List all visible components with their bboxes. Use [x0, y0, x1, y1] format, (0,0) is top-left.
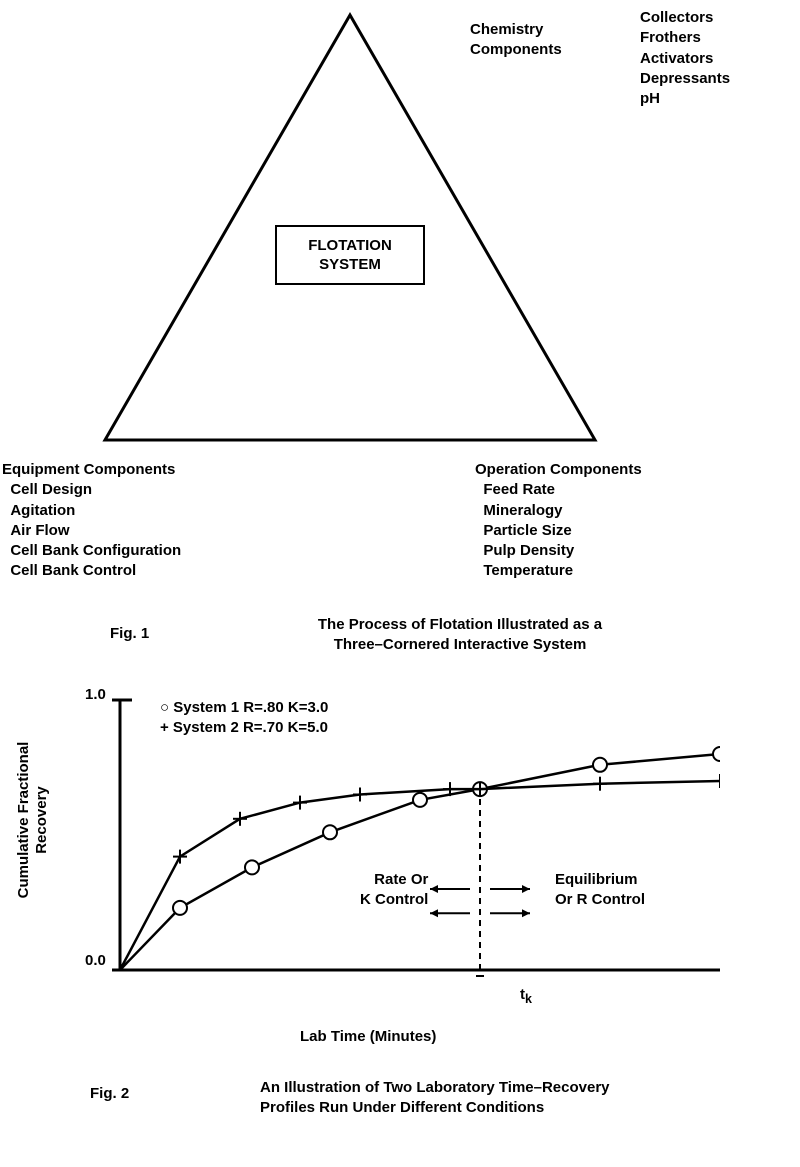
figure-1-caption: The Process of Flotation Illustrated as …	[280, 615, 640, 654]
chemistry-components-title: ChemistryComponents	[470, 20, 562, 61]
chart-x-axis-label: Lab Time (Minutes)	[300, 1028, 436, 1045]
operation-components-block: Operation Components Feed Rate Mineralog…	[475, 460, 642, 582]
ytick-0: 0.0	[85, 952, 106, 969]
figure-2-caption: An Illustration of Two Laboratory Time–R…	[260, 1078, 680, 1117]
flotation-system-box: FLOTATIONSYSTEM	[275, 225, 425, 285]
chart-legend: ○ System 1 R=.80 K=3.0+ System 2 R=.70 K…	[160, 698, 328, 739]
ytick-1: 1.0	[85, 686, 106, 703]
figure-2-container: Cumulative FractionalRecovery Lab Time (…	[0, 680, 800, 1160]
figure-1-label: Fig. 1	[110, 625, 149, 642]
equilibrium-control-annotation: EquilibriumOr R Control	[555, 870, 645, 909]
figure-1-container: FLOTATIONSYSTEM ChemistryComponents Coll…	[0, 0, 800, 660]
flotation-system-label: FLOTATIONSYSTEM	[308, 236, 392, 275]
figure-2-label: Fig. 2	[90, 1085, 129, 1102]
tk-label: tk	[520, 986, 532, 1006]
rate-control-annotation: Rate OrK Control	[360, 870, 428, 909]
equipment-components-block: Equipment Components Cell Design Agitati…	[2, 460, 181, 582]
chemistry-components-list: CollectorsFrothersActivatorsDepressantsp…	[640, 8, 730, 109]
chart-y-axis-label: Cumulative FractionalRecovery	[15, 730, 51, 910]
